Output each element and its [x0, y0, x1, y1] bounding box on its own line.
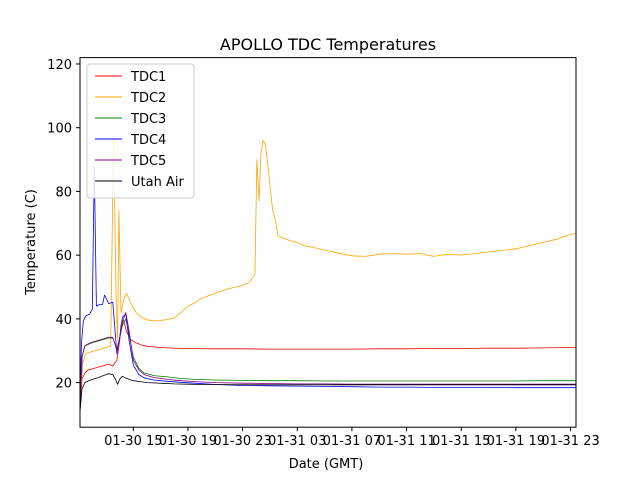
y-tick-label: 20 — [55, 377, 72, 392]
series-line-tdc5 — [79, 312, 576, 412]
y-axis-label: Temperature (C) — [24, 189, 39, 296]
x-axis-label: Date (GMT) — [289, 457, 364, 472]
legend-entry: TDC2 — [130, 91, 166, 106]
legend-entry: TDC1 — [130, 70, 166, 85]
x-tick-label: 01-31 07 — [323, 434, 381, 449]
series-line-tdc2 — [79, 136, 577, 412]
legend-entry: Utah Air — [131, 175, 184, 190]
y-tick-label: 40 — [55, 313, 72, 328]
series-line-tdc1 — [79, 320, 576, 412]
y-tick-label: 60 — [55, 249, 72, 264]
x-tick-label: 01-31 03 — [268, 434, 326, 449]
series-layer — [79, 136, 577, 412]
x-tick-label: 01-31 15 — [432, 434, 490, 449]
x-tick-label: 01-30 23 — [213, 434, 271, 449]
plot-frame — [79, 57, 577, 428]
x-tick-label: 01-31 23 — [541, 434, 599, 449]
x-tick-label: 01-30 15 — [104, 434, 162, 449]
series-line-tdc3 — [79, 318, 576, 412]
series-line-utah-air — [79, 373, 576, 412]
legend-entry: TDC3 — [130, 112, 166, 127]
x-tick-label: 01-30 19 — [159, 434, 217, 449]
chart-title: APOLLO TDC Temperatures — [220, 35, 436, 54]
x-tick-label: 01-31 11 — [377, 434, 435, 449]
legend: TDC1 TDC2 TDC3 TDC4 TDC5 Utah Air — [86, 63, 195, 199]
y-tick-label: 120 — [47, 58, 72, 73]
y-tick-label: 80 — [55, 185, 72, 200]
legend-entry: TDC5 — [130, 154, 166, 169]
series-line-tdc4 — [79, 165, 576, 412]
legend-items: TDC1 TDC2 TDC3 TDC4 TDC5 Utah Air — [95, 70, 184, 190]
y-tick-label: 100 — [47, 122, 72, 137]
legend-entry: TDC4 — [130, 133, 166, 148]
x-tick-label: 01-31 19 — [487, 434, 545, 449]
